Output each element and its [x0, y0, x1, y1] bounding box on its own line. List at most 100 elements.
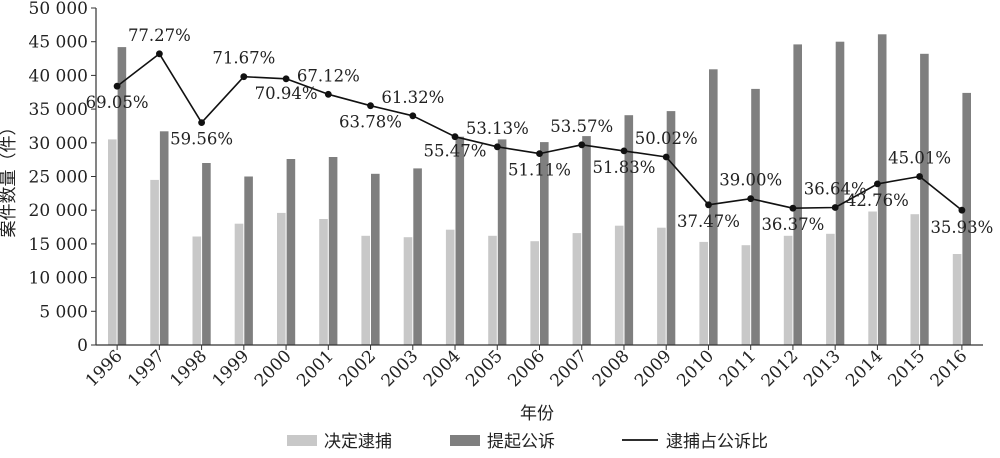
- bar-arrest-2000: [277, 212, 286, 345]
- bar-arrest-2013: [826, 233, 835, 345]
- bar-arrest-2001: [319, 219, 328, 345]
- bar-arrest-2011: [741, 245, 751, 345]
- x-tick-label-2016: 2016: [927, 346, 972, 391]
- bar-prosecution-2009: [666, 111, 676, 345]
- bar-arrest-2002: [361, 235, 370, 345]
- ratio-label-2002: 63.78%: [339, 113, 402, 132]
- x-tick-label-2000: 2000: [251, 346, 296, 391]
- ratio-point-1997: [156, 50, 163, 58]
- ratio-point-1996: [113, 82, 121, 90]
- x-tick-label-2004: 2004: [420, 346, 465, 391]
- bar-prosecution-2004: [455, 136, 465, 345]
- bar-prosecution-2015: [920, 53, 929, 346]
- bar-prosecution-2010: [709, 69, 718, 346]
- ratio-label-2008: 51.83%: [593, 158, 656, 177]
- bar-prosecution-2000: [286, 159, 296, 345]
- bar-arrest-2005: [488, 235, 497, 345]
- ratio-line-layer: [113, 50, 966, 214]
- ratio-point-2013: [831, 204, 839, 211]
- bar-prosecution-2002: [371, 173, 380, 345]
- bar-arrest-1997: [150, 179, 159, 345]
- ratio-label-2005: 53.13%: [466, 119, 529, 138]
- ratio-label-2004: 55.47%: [424, 142, 487, 161]
- bar-arrest-2008: [614, 225, 624, 345]
- ratio-point-2006: [536, 150, 543, 158]
- bar-prosecution-2005: [497, 139, 507, 345]
- y-tick-label-25000: 25 000: [29, 168, 88, 188]
- bar-prosecution-2003: [413, 168, 422, 345]
- ratio-point-2014: [874, 180, 881, 188]
- ratio-label-2015: 45.01%: [888, 149, 951, 168]
- bar-prosecution-1997: [159, 131, 169, 345]
- ratio-point-2016: [958, 206, 966, 214]
- ratio-label-2012: 36.37%: [761, 215, 824, 234]
- bar-prosecution-2011: [751, 88, 760, 346]
- legend-label-arrest: 决定逮捕: [324, 432, 392, 452]
- y-tick-label-45000: 45 000: [29, 33, 88, 53]
- ratio-point-2001: [324, 90, 332, 98]
- bar-prosecution-2001: [328, 157, 338, 345]
- x-tick-label-2005: 2005: [462, 346, 507, 391]
- bar-prosecution-2016: [962, 92, 971, 346]
- bar-prosecution-1996: [117, 47, 127, 345]
- y-tick-label-5000: 5 000: [39, 302, 88, 322]
- ratio-point-1999: [240, 73, 248, 81]
- bar-prosecution-2006: [540, 142, 549, 345]
- x-tick-label-2010: 2010: [673, 346, 718, 391]
- x-tick-label-1997: 1997: [124, 346, 169, 391]
- ratio-label-2016: 35.93%: [930, 218, 993, 237]
- x-tick-label-2007: 2007: [547, 346, 592, 391]
- ratio-point-2015: [916, 173, 923, 180]
- ratio-point-2000: [282, 75, 290, 83]
- bar-prosecution-2014: [877, 34, 887, 346]
- data-label-layer: 69.05% 77.27% 59.56% 71.67% 70.94%67.12% 63.7…: [86, 26, 994, 237]
- y-tick-label-0: 0: [77, 336, 88, 356]
- legend-label-prosecution: 提起公诉: [487, 432, 555, 452]
- x-tick-label-1996: 1996: [82, 346, 127, 391]
- ratio-point-2003: [409, 112, 417, 120]
- bar-arrest-2007: [572, 233, 582, 345]
- ratio-label-1996: 69.05%: [86, 93, 149, 112]
- bar-arrest-2016: [952, 254, 962, 345]
- x-tick-label-2012: 2012: [758, 346, 803, 391]
- ratio-point-2007: [578, 141, 586, 149]
- ratio-label-2011: 39.00%: [719, 171, 782, 190]
- legend-swatch-prosecution: [450, 435, 480, 446]
- x-tick-label-2015: 2015: [884, 346, 929, 391]
- y-tick-label-50000: 50 000: [29, 0, 88, 19]
- bar-prosecution-2008: [624, 115, 634, 345]
- x-tick-label-2013: 2013: [800, 346, 845, 391]
- bar-arrest-2003: [403, 237, 413, 345]
- x-tick-layer: 1996199719981999200020012002200320042005…: [82, 345, 972, 391]
- ratio-label-2009: 50.02%: [635, 129, 698, 148]
- bar-prosecution-2013: [835, 41, 845, 345]
- ratio-label-2003: 61.32%: [381, 88, 444, 107]
- y-tick-label-35000: 35 000: [29, 100, 88, 120]
- ratio-point-2005: [493, 143, 501, 151]
- y-tick-layer: 0 5 000 10 000 15 000 20 000 25 000 30 000 35 0…: [29, 0, 96, 356]
- legend-swatch-arrest: [287, 435, 317, 446]
- bar-arrest-2014: [868, 211, 877, 345]
- y-tick-label-10000: 10 000: [29, 269, 88, 289]
- ratio-label-1998: 59.56%: [170, 130, 233, 149]
- ratio-label-2001: 67.12%: [297, 66, 360, 85]
- bar-arrest-2012: [783, 235, 793, 345]
- bar-arrest-2004: [445, 229, 455, 345]
- x-tick-label-2001: 2001: [293, 346, 338, 391]
- ratio-label-2006: 51.11%: [508, 161, 571, 180]
- bars-layer: [108, 34, 971, 346]
- legend-label-ratio: 逮捕占公诉比: [666, 432, 768, 452]
- bar-prosecution-2012: [793, 44, 802, 346]
- ratio-label-1999: 71.67%: [212, 49, 275, 68]
- ratio-point-2010: [705, 201, 712, 209]
- x-tick-label-2003: 2003: [378, 346, 423, 391]
- x-tick-label-2006: 2006: [504, 346, 549, 391]
- x-tick-label-2002: 2002: [335, 346, 380, 391]
- ratio-point-2009: [662, 153, 670, 161]
- bar-prosecution-1998: [202, 163, 211, 345]
- bar-prosecution-2007: [582, 136, 591, 345]
- ratio-point-1998: [198, 119, 206, 126]
- ratio-label-2013: 36.64%: [804, 180, 867, 199]
- x-tick-label-2009: 2009: [631, 346, 676, 391]
